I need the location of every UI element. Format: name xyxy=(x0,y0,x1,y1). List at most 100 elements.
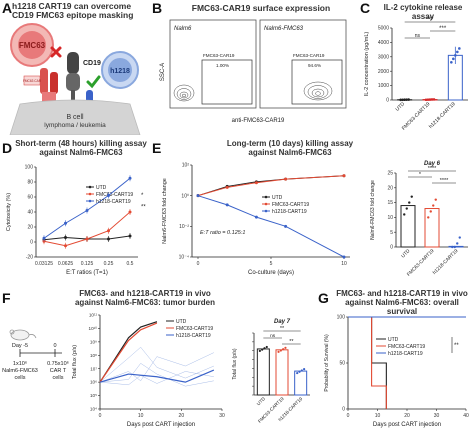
panel-g-legend-label: h1218-CART19 xyxy=(388,351,423,357)
panel-d-xlabel: E:T ratios (T=1) xyxy=(66,270,108,276)
panel-f-inset-sig: ns xyxy=(270,334,276,339)
panel-a-title-line2: CD19 FMC63 epitope masking xyxy=(12,10,134,21)
panel-a: A h1218 CART19 can overcome CD19 FMC63 e… xyxy=(0,0,150,135)
panel-c-dot xyxy=(430,98,434,101)
panel-g-ytick-label: 0 xyxy=(342,407,345,413)
panel-e-inset-dot xyxy=(453,245,456,249)
panel-f-inset-dot xyxy=(298,370,301,373)
panel-e-ytick-label: 10⁰ xyxy=(181,193,189,199)
panel-d-ytick-label: 60 xyxy=(27,195,33,201)
panel-d-xtick-label: 0.0625 xyxy=(58,261,74,267)
panel-d-chart: -20 0 20 40 60 80 100 0.03125 0.0625 0.125 0.25 0.5… xyxy=(6,165,146,276)
panel-c-sig-label: ns xyxy=(415,33,421,39)
h1218-label: h1218 xyxy=(110,68,130,75)
panel-d-ytick-label: 40 xyxy=(27,210,33,216)
panel-e-et-ratio: E:T ratio = 0.125:1 xyxy=(200,230,245,236)
panel-e: E Long-term (10 days) killing assay agai… xyxy=(150,135,474,285)
panel-d-ytick-label: 100 xyxy=(25,165,34,171)
panel-d-legend-label: FMC63-CART19 xyxy=(96,192,133,198)
panel-f-ytick-label: 10¹⁰ xyxy=(89,326,98,331)
panel-f-inset-dot xyxy=(300,369,303,372)
panel-c-ytick-label: 1000 xyxy=(378,83,389,89)
panel-d-point xyxy=(107,194,110,197)
panel-f-xlabel: Days post CART injection xyxy=(127,422,195,428)
panel-g-xtick-label: 10 xyxy=(375,413,381,419)
panel-letter-f: F xyxy=(2,290,11,306)
panel-e-inset-ytick-label: 5 xyxy=(390,230,393,236)
panel-g-xlabel: Days post CART injection xyxy=(373,422,441,428)
panel-c-ytick-label: 4000 xyxy=(378,40,389,46)
panel-d-point xyxy=(85,237,89,241)
timeline-cells2-line2: CAR T xyxy=(50,368,67,374)
panel-e-xlabel: Co-culture (days) xyxy=(248,270,294,276)
panel-e-inset-dot xyxy=(456,242,459,245)
panel-f-ylabel: Total flux (p/s) xyxy=(72,345,78,379)
panel-d-point xyxy=(128,234,132,238)
panel-d-xtick-label: 0.03125 xyxy=(35,261,53,267)
panel-letter-b: B xyxy=(152,0,163,16)
panel-f-ytick-label: 10⁸ xyxy=(90,353,97,358)
panel-d-point xyxy=(85,209,89,212)
panel-e-inset-bar xyxy=(400,205,416,248)
flow-gate-nalm6 xyxy=(201,59,253,105)
panel-e-title-line2: against Nalm6-FMC63 xyxy=(248,147,332,157)
panel-b-flow-plots: SSC-A Nalm6 FMC63-CAR19 1.00% Nalm6-FMC6… xyxy=(160,19,347,124)
panel-d-point xyxy=(42,236,46,240)
panel-letter-a: A xyxy=(2,0,13,16)
panel-f-title-line1: FMC63- and h1218-CART19 in vivo xyxy=(79,289,211,298)
panel-e-ytick-label: 10⁻² xyxy=(179,224,189,230)
flow-density-nalm6-fmc63 xyxy=(303,81,333,101)
timeline-day-neg5: Day -5 xyxy=(12,343,28,349)
panel-d-legend-label: UTD xyxy=(96,185,107,191)
panel-e-inset-dot xyxy=(408,201,411,204)
panel-e-point xyxy=(284,224,288,228)
panel-d-title-line2: against Nalm6-FMC63 xyxy=(39,147,123,157)
panel-f-ytick-label: 10⁹ xyxy=(90,339,97,344)
panel-e-inset-ytick-label: 0 xyxy=(390,245,393,251)
panel-c-dot xyxy=(450,60,453,64)
panel-d: D Short-term (48 hours) killing assay ag… xyxy=(0,135,148,285)
panel-g-survival-curve xyxy=(348,316,387,409)
panel-d-legend-marker xyxy=(88,199,92,203)
panel-e-inset-bar xyxy=(424,208,440,248)
flow-density-nalm6 xyxy=(173,84,195,102)
panel-f-xtick-label: 10 xyxy=(138,413,144,419)
panel-e-title: Long-term (10 days) killing assay agains… xyxy=(190,139,390,158)
panel-d-ytick-label: 0 xyxy=(30,240,33,246)
panel-c-dot xyxy=(399,98,402,102)
panel-letter-d: D xyxy=(2,140,13,156)
panel-e-ylabel: Nalm6-FMC63 fold change xyxy=(162,178,168,244)
panel-e-inset-ytick-label: 20 xyxy=(387,185,393,191)
panel-e-inset-xtick-label: h1218-CART19 xyxy=(432,248,460,276)
panel-e-legend-marker xyxy=(264,195,268,199)
panel-c-dot xyxy=(403,98,406,102)
panel-f-legend-label: h1218-CART19 xyxy=(176,333,211,339)
panel-f-xtick-label: 20 xyxy=(179,413,185,419)
panel-e-xtick-label: 0 xyxy=(197,261,200,267)
panel-f-ytick-label: 10¹¹ xyxy=(89,313,98,318)
panel-e-inset-dot xyxy=(427,216,430,219)
panel-g-title: FMC63- and h1218-CART19 in vivo against … xyxy=(330,289,474,316)
panel-f-inset-sig: ** xyxy=(289,339,294,345)
cd19-molecule xyxy=(66,52,80,102)
panel-e-inset-sig: **** xyxy=(440,178,449,184)
panel-c-dot xyxy=(432,98,436,101)
panel-g-legend-label: UTD xyxy=(388,337,399,343)
panel-b: B FMC63-CAR19 surface expression SSC-A N… xyxy=(150,0,358,135)
panel-c-ytick-label: 3000 xyxy=(378,54,389,60)
panel-e-series-line xyxy=(197,175,345,197)
panel-g-xtick-label: 30 xyxy=(434,413,440,419)
panel-e-ytick-label: 10⁻⁴ xyxy=(179,255,189,261)
panel-e-inset-dot xyxy=(410,195,413,198)
panel-e-inset-sig: * xyxy=(419,172,422,178)
panel-f-inset-dot xyxy=(279,349,282,352)
panel-d-title-line1: Short-term (48 hours) killing assay xyxy=(15,139,147,148)
flow-gate-nalm6-label: FMC63-CAR19 xyxy=(203,53,235,58)
panel-d-point xyxy=(128,210,132,214)
panel-c-ytick-label: 2000 xyxy=(378,69,389,75)
panel-g-legend-label: FMC63-CART19 xyxy=(388,344,425,350)
panel-a-title-line1: h1218 CART19 can overcome xyxy=(12,1,132,11)
panel-c-dot xyxy=(401,98,404,102)
panel-a-schematic: FMC63 CD19 h1218 FMC63 CAR B xyxy=(9,23,141,135)
panel-e-point xyxy=(254,215,258,219)
